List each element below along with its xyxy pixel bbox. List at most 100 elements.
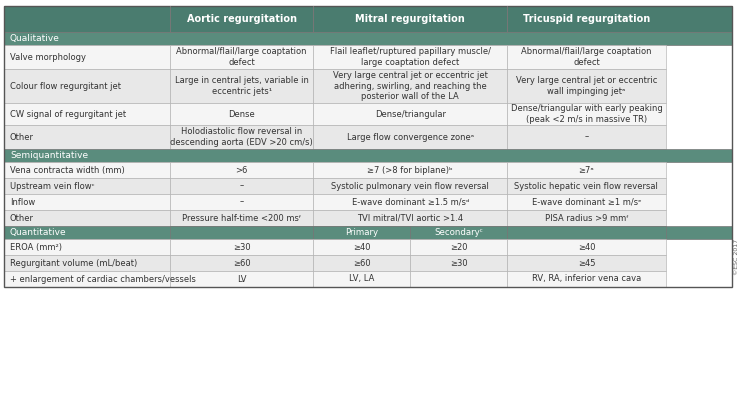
- Text: Secondaryᶜ: Secondaryᶜ: [434, 228, 483, 237]
- Bar: [4, 226, 732, 239]
- Bar: [4, 239, 170, 255]
- Bar: [507, 210, 666, 226]
- Text: Colour flow regurgitant jet: Colour flow regurgitant jet: [10, 82, 121, 91]
- Text: Regurgitant volume (mL/beat): Regurgitant volume (mL/beat): [10, 258, 137, 267]
- Text: Pressure half-time <200 msᶠ: Pressure half-time <200 msᶠ: [182, 213, 302, 222]
- Text: ≥7ᵃ: ≥7ᵃ: [579, 166, 595, 175]
- Text: Very large central jet or eccentric jet
adhering, swirling, and reaching the
pos: Very large central jet or eccentric jet …: [333, 71, 488, 101]
- Bar: [314, 45, 507, 69]
- Bar: [507, 194, 666, 210]
- Text: ≥45: ≥45: [577, 258, 595, 267]
- Text: Qualitative: Qualitative: [10, 34, 60, 43]
- Text: Tricuspid regurgitation: Tricuspid regurgitation: [523, 14, 650, 24]
- Bar: [4, 45, 170, 69]
- Bar: [314, 178, 507, 194]
- Bar: [170, 103, 314, 125]
- Text: E-wave dominant ≥1 m/sᵉ: E-wave dominant ≥1 m/sᵉ: [532, 197, 641, 206]
- Bar: [4, 255, 170, 271]
- Bar: [410, 226, 507, 239]
- Bar: [314, 255, 410, 271]
- Bar: [314, 239, 410, 255]
- Text: Valve morphology: Valve morphology: [10, 52, 86, 61]
- Text: + enlargement of cardiac chambers/vessels: + enlargement of cardiac chambers/vessel…: [10, 274, 196, 283]
- Text: LV, LA: LV, LA: [349, 274, 375, 283]
- Bar: [4, 210, 170, 226]
- Text: ©ESC 2017: ©ESC 2017: [735, 239, 740, 275]
- Bar: [314, 226, 410, 239]
- Bar: [170, 271, 314, 287]
- Text: Mitral regurgitation: Mitral regurgitation: [355, 14, 465, 24]
- Bar: [507, 271, 666, 287]
- Bar: [170, 255, 314, 271]
- Bar: [4, 6, 732, 32]
- Text: Dense/triangular: Dense/triangular: [375, 110, 446, 119]
- Bar: [4, 32, 732, 45]
- Bar: [410, 255, 507, 271]
- Text: Aortic regurgitation: Aortic regurgitation: [187, 14, 297, 24]
- Text: RV, RA, inferior vena cava: RV, RA, inferior vena cava: [532, 274, 641, 283]
- Bar: [314, 210, 507, 226]
- Text: Holodiastolic flow reversal in
descending aorta (EDV >20 cm/s): Holodiastolic flow reversal in descendin…: [171, 127, 313, 147]
- Text: Abnormal/flail/large coaptation
defect: Abnormal/flail/large coaptation defect: [177, 47, 307, 67]
- Text: Quantitative: Quantitative: [10, 228, 66, 237]
- Text: Other: Other: [10, 213, 34, 222]
- Bar: [170, 194, 314, 210]
- Text: ≥40: ≥40: [577, 243, 595, 251]
- Bar: [507, 69, 666, 103]
- Text: ≥30: ≥30: [233, 243, 250, 251]
- Bar: [170, 226, 314, 239]
- Bar: [170, 178, 314, 194]
- Text: Large in central jets, variable in
eccentric jets¹: Large in central jets, variable in eccen…: [175, 76, 308, 96]
- Text: Upstream vein flowᶜ: Upstream vein flowᶜ: [10, 182, 95, 190]
- Bar: [170, 210, 314, 226]
- Bar: [314, 162, 507, 178]
- Bar: [4, 103, 170, 125]
- Bar: [507, 162, 666, 178]
- Bar: [314, 103, 507, 125]
- Text: CW signal of regurgitant jet: CW signal of regurgitant jet: [10, 110, 126, 119]
- Bar: [507, 45, 666, 69]
- Text: Semiquantitative: Semiquantitative: [10, 151, 88, 160]
- Bar: [170, 69, 314, 103]
- Text: Vena contracta width (mm): Vena contracta width (mm): [10, 166, 124, 175]
- Bar: [507, 239, 666, 255]
- Bar: [507, 125, 666, 149]
- Bar: [170, 125, 314, 149]
- Text: Primary: Primary: [345, 228, 378, 237]
- Text: Abnormal/flail/large coaptation
defect: Abnormal/flail/large coaptation defect: [522, 47, 652, 67]
- Text: Flail leaflet/ruptured papillary muscle/
large coaptation defect: Flail leaflet/ruptured papillary muscle/…: [330, 47, 491, 67]
- Text: LV: LV: [237, 274, 247, 283]
- Bar: [507, 255, 666, 271]
- Text: PISA radius >9 mmᶠ: PISA radius >9 mmᶠ: [545, 213, 628, 222]
- Bar: [410, 239, 507, 255]
- Text: Dense/triangular with early peaking
(peak <2 m/s in massive TR): Dense/triangular with early peaking (pea…: [510, 104, 662, 124]
- Text: ≥60: ≥60: [353, 258, 370, 267]
- Text: ≥60: ≥60: [233, 258, 250, 267]
- Bar: [314, 271, 410, 287]
- Bar: [4, 178, 170, 194]
- Text: Systolic pulmonary vein flow reversal: Systolic pulmonary vein flow reversal: [332, 182, 489, 190]
- Bar: [170, 45, 314, 69]
- Bar: [314, 125, 507, 149]
- Text: TVI mitral/TVI aortic >1.4: TVI mitral/TVI aortic >1.4: [357, 213, 463, 222]
- Bar: [4, 125, 170, 149]
- Text: Large flow convergence zoneᵃ: Large flow convergence zoneᵃ: [346, 133, 474, 141]
- Bar: [4, 69, 170, 103]
- Bar: [410, 271, 507, 287]
- Text: E-wave dominant ≥1.5 m/sᵈ: E-wave dominant ≥1.5 m/sᵈ: [352, 197, 469, 206]
- Text: >6: >6: [235, 166, 248, 175]
- Text: ≥20: ≥20: [450, 243, 467, 251]
- Bar: [170, 162, 314, 178]
- Bar: [4, 194, 170, 210]
- Text: –: –: [240, 197, 244, 206]
- Bar: [507, 103, 666, 125]
- Bar: [314, 194, 507, 210]
- Text: Other: Other: [10, 133, 34, 141]
- Text: Very large central jet or eccentric
wall impinging jetᵃ: Very large central jet or eccentric wall…: [516, 76, 657, 96]
- Bar: [4, 162, 170, 178]
- Bar: [4, 6, 732, 287]
- Text: Inflow: Inflow: [10, 197, 35, 206]
- Bar: [170, 239, 314, 255]
- Text: ≥40: ≥40: [353, 243, 370, 251]
- Bar: [4, 149, 732, 162]
